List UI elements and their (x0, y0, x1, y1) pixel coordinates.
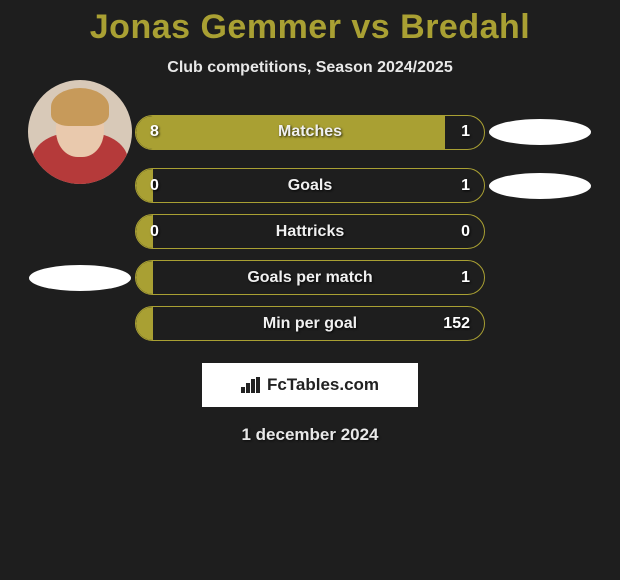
stat-label: Hattricks (276, 223, 344, 241)
stat-right-value: 152 (443, 315, 470, 333)
stat-bar: 0 Hattricks 0 (135, 214, 485, 249)
stat-row: Min per goal 152 (0, 306, 620, 341)
stat-bar: Goals per match 1 (135, 260, 485, 295)
page-title: Jonas Gemmer vs Bredahl (0, 8, 620, 47)
stat-row: 0 Hattricks 0 (0, 214, 620, 249)
stat-right-value: 0 (461, 223, 470, 241)
right-cell (485, 306, 595, 341)
stat-bar: 8 Matches 1 (135, 115, 485, 150)
comparison-infographic: Jonas Gemmer vs Bredahl Club competition… (0, 0, 620, 445)
stat-bar-fill (136, 261, 153, 294)
left-cell (25, 306, 135, 341)
stat-label: Min per goal (263, 315, 357, 333)
player-ellipse (489, 119, 591, 145)
player-ellipse (29, 265, 131, 291)
right-cell (485, 214, 595, 249)
stat-left-value: 0 (150, 223, 159, 241)
stat-right-value: 1 (461, 177, 470, 195)
stat-row: 8 Matches 1 (0, 107, 620, 157)
brand-text: FcTables.com (267, 375, 379, 395)
left-cell (25, 80, 135, 184)
right-cell (485, 260, 595, 295)
page-subtitle: Club competitions, Season 2024/2025 (0, 59, 620, 77)
right-cell (485, 107, 595, 157)
stat-bar: 0 Goals 1 (135, 168, 485, 203)
left-cell (25, 260, 135, 295)
right-cell (485, 168, 595, 203)
stat-rows: 8 Matches 1 0 Goals 1 0 Hattricks 0 Goals per mat… (0, 107, 620, 341)
brand-badge: FcTables.com (202, 363, 418, 407)
player-avatar (28, 80, 132, 184)
stat-label: Goals per match (247, 269, 372, 287)
stat-right-value: 1 (461, 123, 470, 141)
stat-label: Goals (288, 177, 332, 195)
stat-left-value: 8 (150, 123, 159, 141)
barchart-icon (241, 377, 261, 393)
left-cell (25, 214, 135, 249)
stat-label: Matches (278, 123, 342, 141)
stat-right-value: 1 (461, 269, 470, 287)
footer-date: 1 december 2024 (0, 425, 620, 445)
stat-bar: Min per goal 152 (135, 306, 485, 341)
stat-left-value: 0 (150, 177, 159, 195)
player-ellipse (489, 173, 591, 199)
stat-bar-fill (136, 307, 153, 340)
stat-row: Goals per match 1 (0, 260, 620, 295)
